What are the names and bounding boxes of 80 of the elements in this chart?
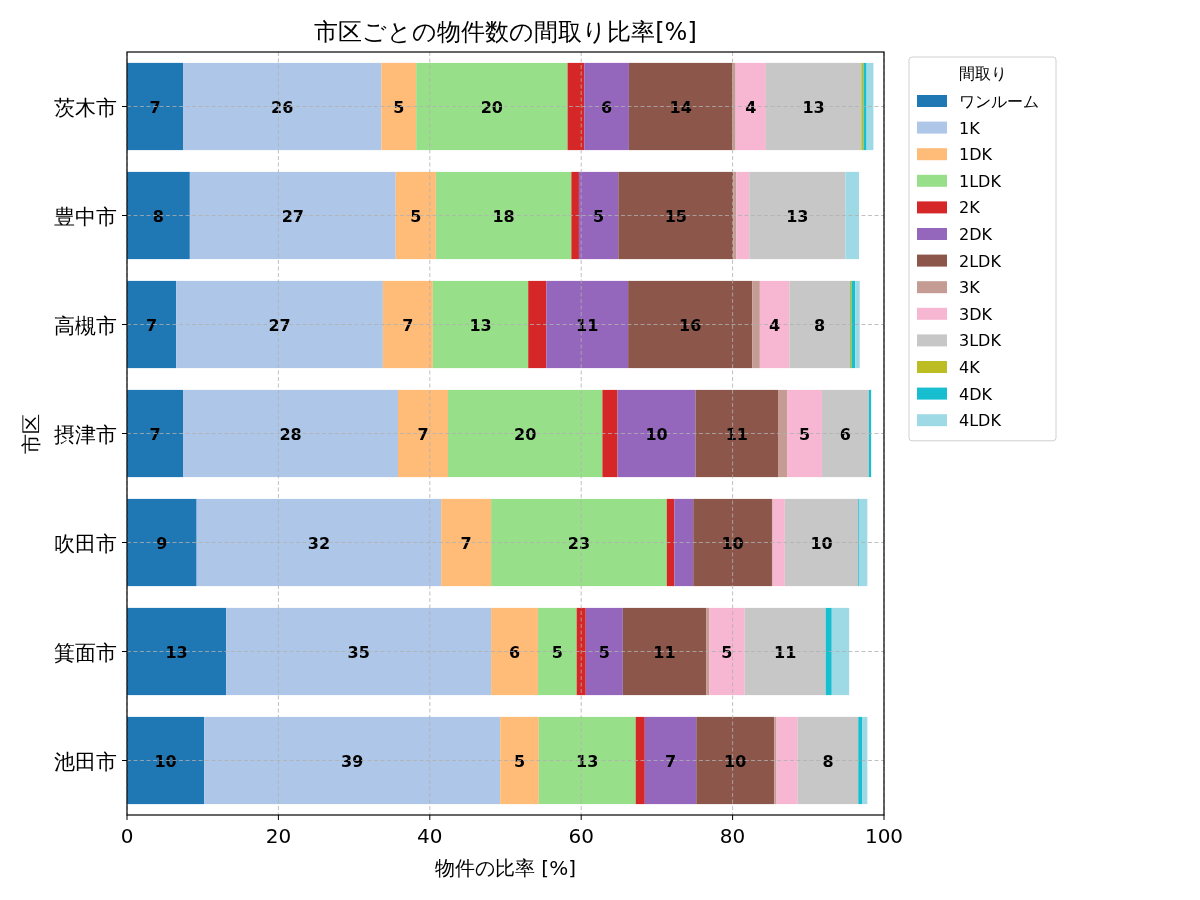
data-label: 6 xyxy=(509,642,521,662)
data-label: 4 xyxy=(769,315,781,335)
legend-label: 2K xyxy=(959,198,981,218)
data-label: 7 xyxy=(149,424,161,444)
data-label: 5 xyxy=(410,206,422,226)
data-label: 5 xyxy=(513,751,526,771)
data-label: 39 xyxy=(341,751,364,771)
data-label: 27 xyxy=(268,315,291,335)
data-label: 8 xyxy=(814,315,826,335)
legend-label: 2LDK xyxy=(959,251,1002,271)
data-label: 11 xyxy=(653,642,676,662)
data-label: 13 xyxy=(802,97,825,117)
x-tick-label: 100 xyxy=(864,824,904,848)
x-tick-label: 80 xyxy=(719,824,746,848)
data-label: 5 xyxy=(798,424,811,444)
data-label: 5 xyxy=(598,642,610,662)
data-label: 16 xyxy=(679,315,702,335)
data-label: 7 xyxy=(664,751,677,771)
data-label: 20 xyxy=(480,97,504,117)
data-label: 4 xyxy=(745,97,757,117)
data-label: 6 xyxy=(839,424,851,444)
data-label: 28 xyxy=(279,424,302,444)
data-label: 10 xyxy=(721,533,744,553)
x-tick-label: 20 xyxy=(265,824,292,848)
legend-label: 2DK xyxy=(959,225,993,244)
data-label: 13 xyxy=(469,315,492,335)
legend-label: 3K xyxy=(959,278,981,298)
data-label: 6 xyxy=(600,97,613,117)
y-tick-label: 箕面市 xyxy=(54,640,117,665)
data-label: 32 xyxy=(307,533,331,553)
legend-label: 1LDK xyxy=(959,171,1002,191)
data-label: 11 xyxy=(725,424,748,444)
data-label: 8 xyxy=(822,751,834,771)
legend-label: 4LDK xyxy=(959,411,1002,431)
data-label: 7 xyxy=(460,533,472,553)
legend-label: ワンルーム xyxy=(959,92,1039,111)
legend-label: 1DK xyxy=(959,145,993,165)
data-label: 9 xyxy=(156,533,168,553)
data-label: 10 xyxy=(645,424,668,444)
data-label: 13 xyxy=(786,206,809,226)
y-tick-label: 吹田市 xyxy=(54,531,117,556)
y-tick-label: 高槻市 xyxy=(54,313,117,338)
data-label: 5 xyxy=(721,642,733,662)
legend-title: 間取り xyxy=(958,64,1007,83)
data-label: 10 xyxy=(810,533,833,553)
legend-label: 3LDK xyxy=(959,331,1002,351)
x-axis-title: 物件の比率 [%] xyxy=(435,856,576,880)
data-label: 23 xyxy=(567,533,591,553)
data-label: 7 xyxy=(402,315,414,335)
data-label: 10 xyxy=(154,751,177,771)
data-label: 13 xyxy=(165,642,188,662)
data-label: 20 xyxy=(514,424,537,444)
data-label: 10 xyxy=(724,751,747,771)
x-tick-label: 40 xyxy=(417,824,443,848)
data-label: 15 xyxy=(664,206,687,226)
legend-label: 1K xyxy=(959,118,981,138)
data-label: 5 xyxy=(593,206,605,226)
data-label: 35 xyxy=(347,642,370,662)
legend-label: 3DK xyxy=(959,304,993,324)
data-label: 7 xyxy=(149,97,161,117)
x-tick-label: 0 xyxy=(120,824,134,848)
data-label: 11 xyxy=(774,642,797,662)
data-label: 13 xyxy=(576,751,599,771)
data-label: 7 xyxy=(417,424,429,444)
y-tick-label: 摂津市 xyxy=(54,422,117,447)
data-label: 18 xyxy=(492,206,515,226)
data-label: 11 xyxy=(576,315,599,335)
legend-label: 4K xyxy=(959,358,981,377)
data-label: 14 xyxy=(669,97,692,117)
x-tick-label: 60 xyxy=(568,824,594,848)
data-label: 5 xyxy=(551,642,563,662)
chart-title: 市区ごとの物件数の間取り比率[%] xyxy=(314,18,697,46)
data-label: 5 xyxy=(393,97,405,117)
y-axis-title: 市区 xyxy=(19,413,43,454)
y-tick-label: 茨木市 xyxy=(54,95,117,120)
data-label: 27 xyxy=(281,206,304,226)
data-label: 26 xyxy=(271,97,294,117)
y-tick-label: 池田市 xyxy=(54,749,117,774)
legend-label: 4DK xyxy=(959,384,993,404)
y-tick-label: 豊中市 xyxy=(54,204,117,229)
